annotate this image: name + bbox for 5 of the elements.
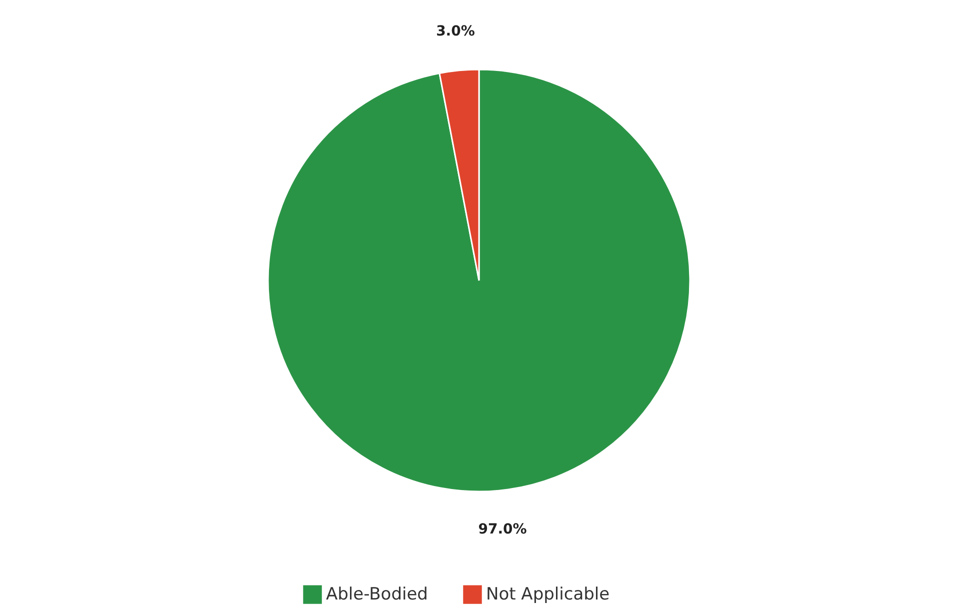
- pie-slice: [267, 68, 691, 492]
- legend-label: Not Applicable: [486, 584, 610, 605]
- data-label: 3.0%: [436, 24, 475, 40]
- data-label: 97.0%: [478, 521, 527, 538]
- legend-label: Able-Bodied: [326, 584, 428, 605]
